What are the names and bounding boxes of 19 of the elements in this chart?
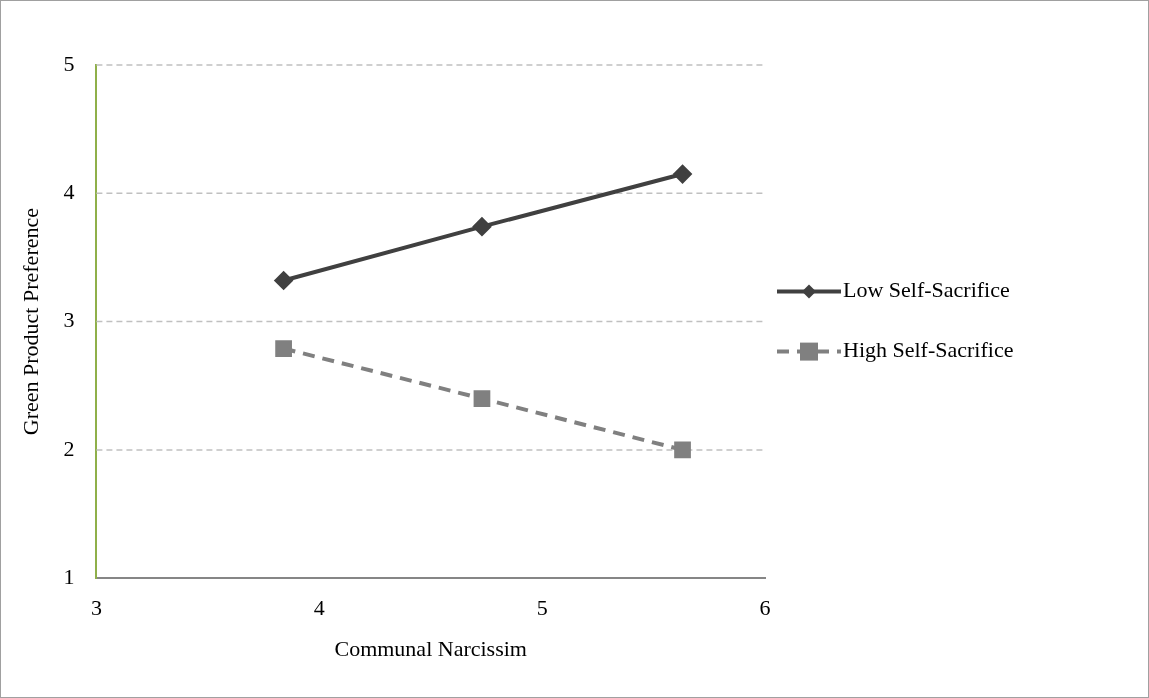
point (473, 390, 491, 407)
point (674, 441, 691, 459)
point (472, 217, 491, 236)
y-tick-label: 4 (63, 179, 75, 205)
y-axis-title: Green Product Preference (17, 207, 43, 436)
x-tick-label: 4 (313, 595, 325, 621)
x-tick-label: 3 (90, 595, 102, 621)
x-tick-label: 5 (536, 595, 548, 621)
y-tick-label: 3 (63, 307, 75, 333)
legend-label: High Self-Sacrifice (843, 337, 1014, 363)
y-tick-label: 1 (63, 563, 75, 589)
point (275, 340, 292, 357)
point (274, 271, 293, 290)
y-tick-label: 5 (63, 50, 75, 76)
x-tick-label: 6 (759, 595, 771, 621)
y-tick-label: 2 (63, 435, 75, 461)
x-axis-title: Communal Narcissim (334, 635, 527, 661)
legend-label: Low Self-Sacrifice (843, 277, 1010, 303)
point (673, 165, 692, 184)
